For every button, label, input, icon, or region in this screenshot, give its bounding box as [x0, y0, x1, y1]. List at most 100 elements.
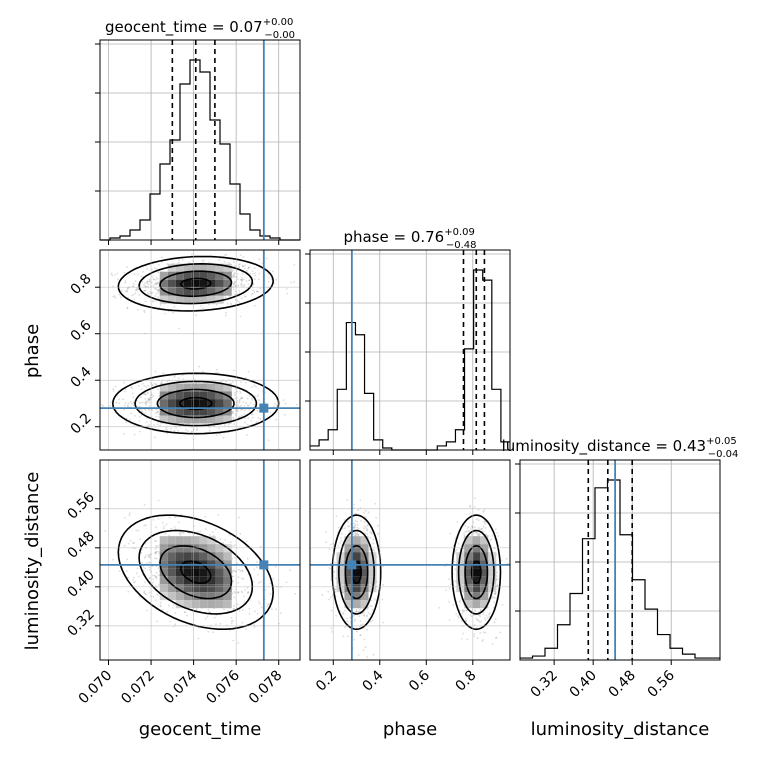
scatter-point	[231, 576, 234, 578]
density-cell	[360, 600, 369, 609]
scatter-point	[158, 288, 161, 291]
density-cell	[199, 576, 208, 585]
scatter-point	[242, 285, 245, 288]
scatter-point	[468, 530, 471, 533]
scatter-point	[144, 402, 147, 405]
scatter-point	[494, 637, 497, 639]
scatter-point	[251, 273, 254, 275]
scatter-point	[293, 281, 295, 283]
scatter-point	[448, 601, 451, 603]
scatter-point	[118, 402, 121, 405]
scatter-point	[215, 623, 217, 625]
scatter-point	[482, 631, 485, 634]
scatter-point	[232, 283, 235, 285]
scatter-point	[365, 615, 368, 618]
scatter-point	[355, 630, 358, 633]
density-cell	[215, 584, 224, 593]
scatter-point	[267, 273, 270, 275]
scatter-point	[142, 271, 144, 273]
scatter-point	[143, 309, 146, 312]
density-cell	[215, 407, 224, 416]
scatter-point	[157, 277, 159, 280]
scatter-point	[238, 416, 241, 418]
scatter-point	[159, 424, 162, 427]
scatter-point	[455, 548, 458, 551]
scatter-point	[152, 518, 155, 521]
contour-line	[464, 545, 489, 600]
scatter-point	[133, 415, 136, 417]
scatter-point	[366, 656, 368, 658]
scatter-point	[211, 531, 214, 533]
scatter-point	[233, 281, 236, 284]
scatter-point	[366, 524, 369, 527]
scatter-point	[265, 257, 268, 260]
scatter-point	[482, 613, 484, 616]
scatter-point	[181, 531, 184, 534]
scatter-point	[215, 434, 218, 436]
scatter-point	[112, 388, 114, 390]
scatter-point	[243, 405, 246, 407]
scatter-point	[162, 527, 165, 529]
scatter-point	[240, 414, 243, 417]
scatter-point	[244, 589, 247, 591]
scatter-point	[217, 514, 220, 516]
density-cell	[207, 279, 216, 288]
density-cell	[159, 415, 168, 424]
scatter-point	[473, 624, 476, 626]
scatter-point	[357, 610, 360, 613]
scatter-point	[233, 261, 235, 263]
density-cell	[191, 279, 200, 288]
scatter-point	[359, 625, 361, 628]
scatter-point	[146, 292, 149, 294]
scatter-point	[260, 606, 263, 609]
scatter-point	[114, 274, 116, 276]
scatter-point	[231, 557, 234, 560]
scatter-point	[137, 575, 140, 578]
scatter-point	[253, 384, 256, 387]
scatter-point	[140, 410, 143, 413]
scatter-point	[152, 278, 155, 280]
scatter-point	[448, 578, 450, 581]
scatter-point	[124, 390, 126, 393]
scatter-point	[161, 521, 164, 524]
scatter-point	[258, 399, 261, 402]
scatter-point	[241, 591, 244, 594]
density-cell	[159, 584, 168, 593]
density-cell	[207, 576, 216, 585]
scatter-point	[339, 537, 342, 539]
scatter-point	[135, 289, 137, 292]
density-cell	[175, 552, 184, 561]
density-cell	[207, 415, 216, 424]
scatter-point	[181, 374, 184, 377]
scatter-point	[228, 261, 231, 264]
scatter-point	[154, 576, 157, 579]
scatter-point	[148, 577, 151, 579]
scatter-point	[474, 531, 477, 534]
scatter-point	[151, 384, 153, 387]
scatter-point	[346, 617, 348, 620]
density-cell	[472, 552, 481, 561]
scatter-point	[177, 262, 180, 264]
scatter-point	[342, 613, 345, 615]
x-tick-label-luminosity-distance: 0.40	[567, 668, 600, 701]
scatter-point	[148, 398, 151, 400]
density-cell	[480, 584, 489, 593]
scatter-point	[146, 280, 149, 283]
scatter-point	[243, 295, 246, 297]
density-cell	[175, 295, 184, 304]
scatter-point	[132, 404, 135, 406]
scatter-point	[154, 551, 157, 554]
scatter-point	[120, 289, 123, 292]
density-cell	[480, 552, 489, 561]
scatter-point	[288, 569, 291, 572]
scatter-point	[259, 418, 261, 420]
scatter-point	[202, 307, 204, 310]
scatter-point	[506, 562, 509, 565]
scatter-point	[344, 626, 346, 629]
scatter-point	[457, 617, 460, 619]
contour-line	[344, 545, 369, 600]
scatter-point	[243, 409, 246, 412]
contour-line	[180, 277, 212, 290]
scatter-point	[124, 402, 127, 404]
scatter-point	[135, 288, 138, 291]
